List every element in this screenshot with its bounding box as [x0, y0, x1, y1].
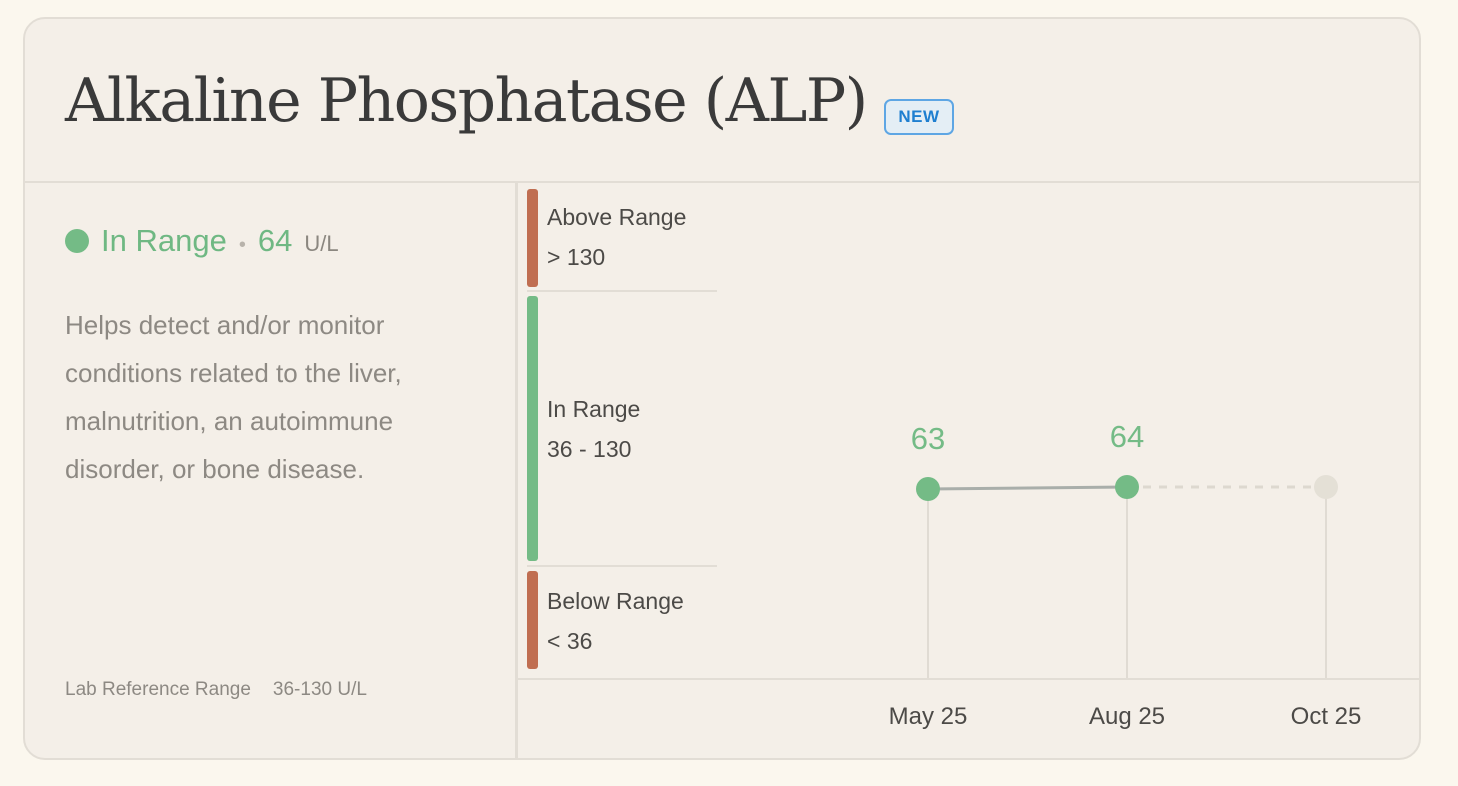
band-divider	[527, 565, 717, 567]
panel-divider	[515, 181, 518, 758]
above-range-value: > 130	[547, 244, 606, 270]
in-range-value: 36 - 130	[547, 436, 632, 462]
below-range-bar	[527, 571, 538, 669]
biomarker-description: Helps detect and/or monitor conditions r…	[65, 310, 402, 484]
series-line	[927, 485, 1128, 491]
status-separator: •	[238, 234, 246, 256]
data-label: 63	[911, 421, 945, 456]
data-point	[1115, 475, 1139, 499]
above-range-bar	[527, 189, 538, 287]
x-axis-line	[518, 678, 1419, 680]
biomarker-title: Alkaline Phosphatase (ALP)	[65, 66, 868, 136]
reference-range-label: Lab Reference Range	[65, 679, 251, 700]
summary-panel: In Range • 64 U/L Helps detect and/or mo…	[25, 181, 515, 758]
data-label: 64	[1110, 419, 1144, 454]
trend-chart: Above Range > 130 In Range 36 - 130 Belo…	[518, 181, 1419, 758]
below-range-value: < 36	[547, 628, 593, 654]
above-range-label: Above Range	[547, 204, 687, 230]
in-range-bar	[527, 296, 538, 561]
value-unit: U/L	[304, 231, 339, 256]
card-header: Alkaline Phosphatase (ALP) NEW	[25, 19, 1419, 183]
x-tick-label: Aug 25	[1088, 703, 1166, 730]
future-point	[1314, 475, 1338, 499]
in-range-label: In Range	[547, 396, 641, 422]
x-tick-label: Oct 25	[1290, 703, 1362, 730]
biomarker-card: Alkaline Phosphatase (ALP) NEW In Range …	[23, 17, 1421, 760]
below-range-label: Below Range	[547, 588, 684, 614]
data-point	[916, 477, 940, 501]
latest-value: 64	[257, 223, 293, 258]
status-dot-icon	[65, 229, 89, 253]
status-label: In Range	[101, 223, 227, 258]
x-tick-label: May 25	[888, 703, 968, 730]
plot-area: 63 64	[911, 419, 1338, 678]
status-line: In Range • 64 U/L	[65, 223, 339, 259]
reference-range-value: 36-130 U/L	[272, 679, 367, 700]
reference-range: Lab Reference Range 36-130 U/L	[65, 679, 367, 701]
new-badge: NEW	[884, 99, 954, 135]
band-divider	[527, 290, 717, 292]
